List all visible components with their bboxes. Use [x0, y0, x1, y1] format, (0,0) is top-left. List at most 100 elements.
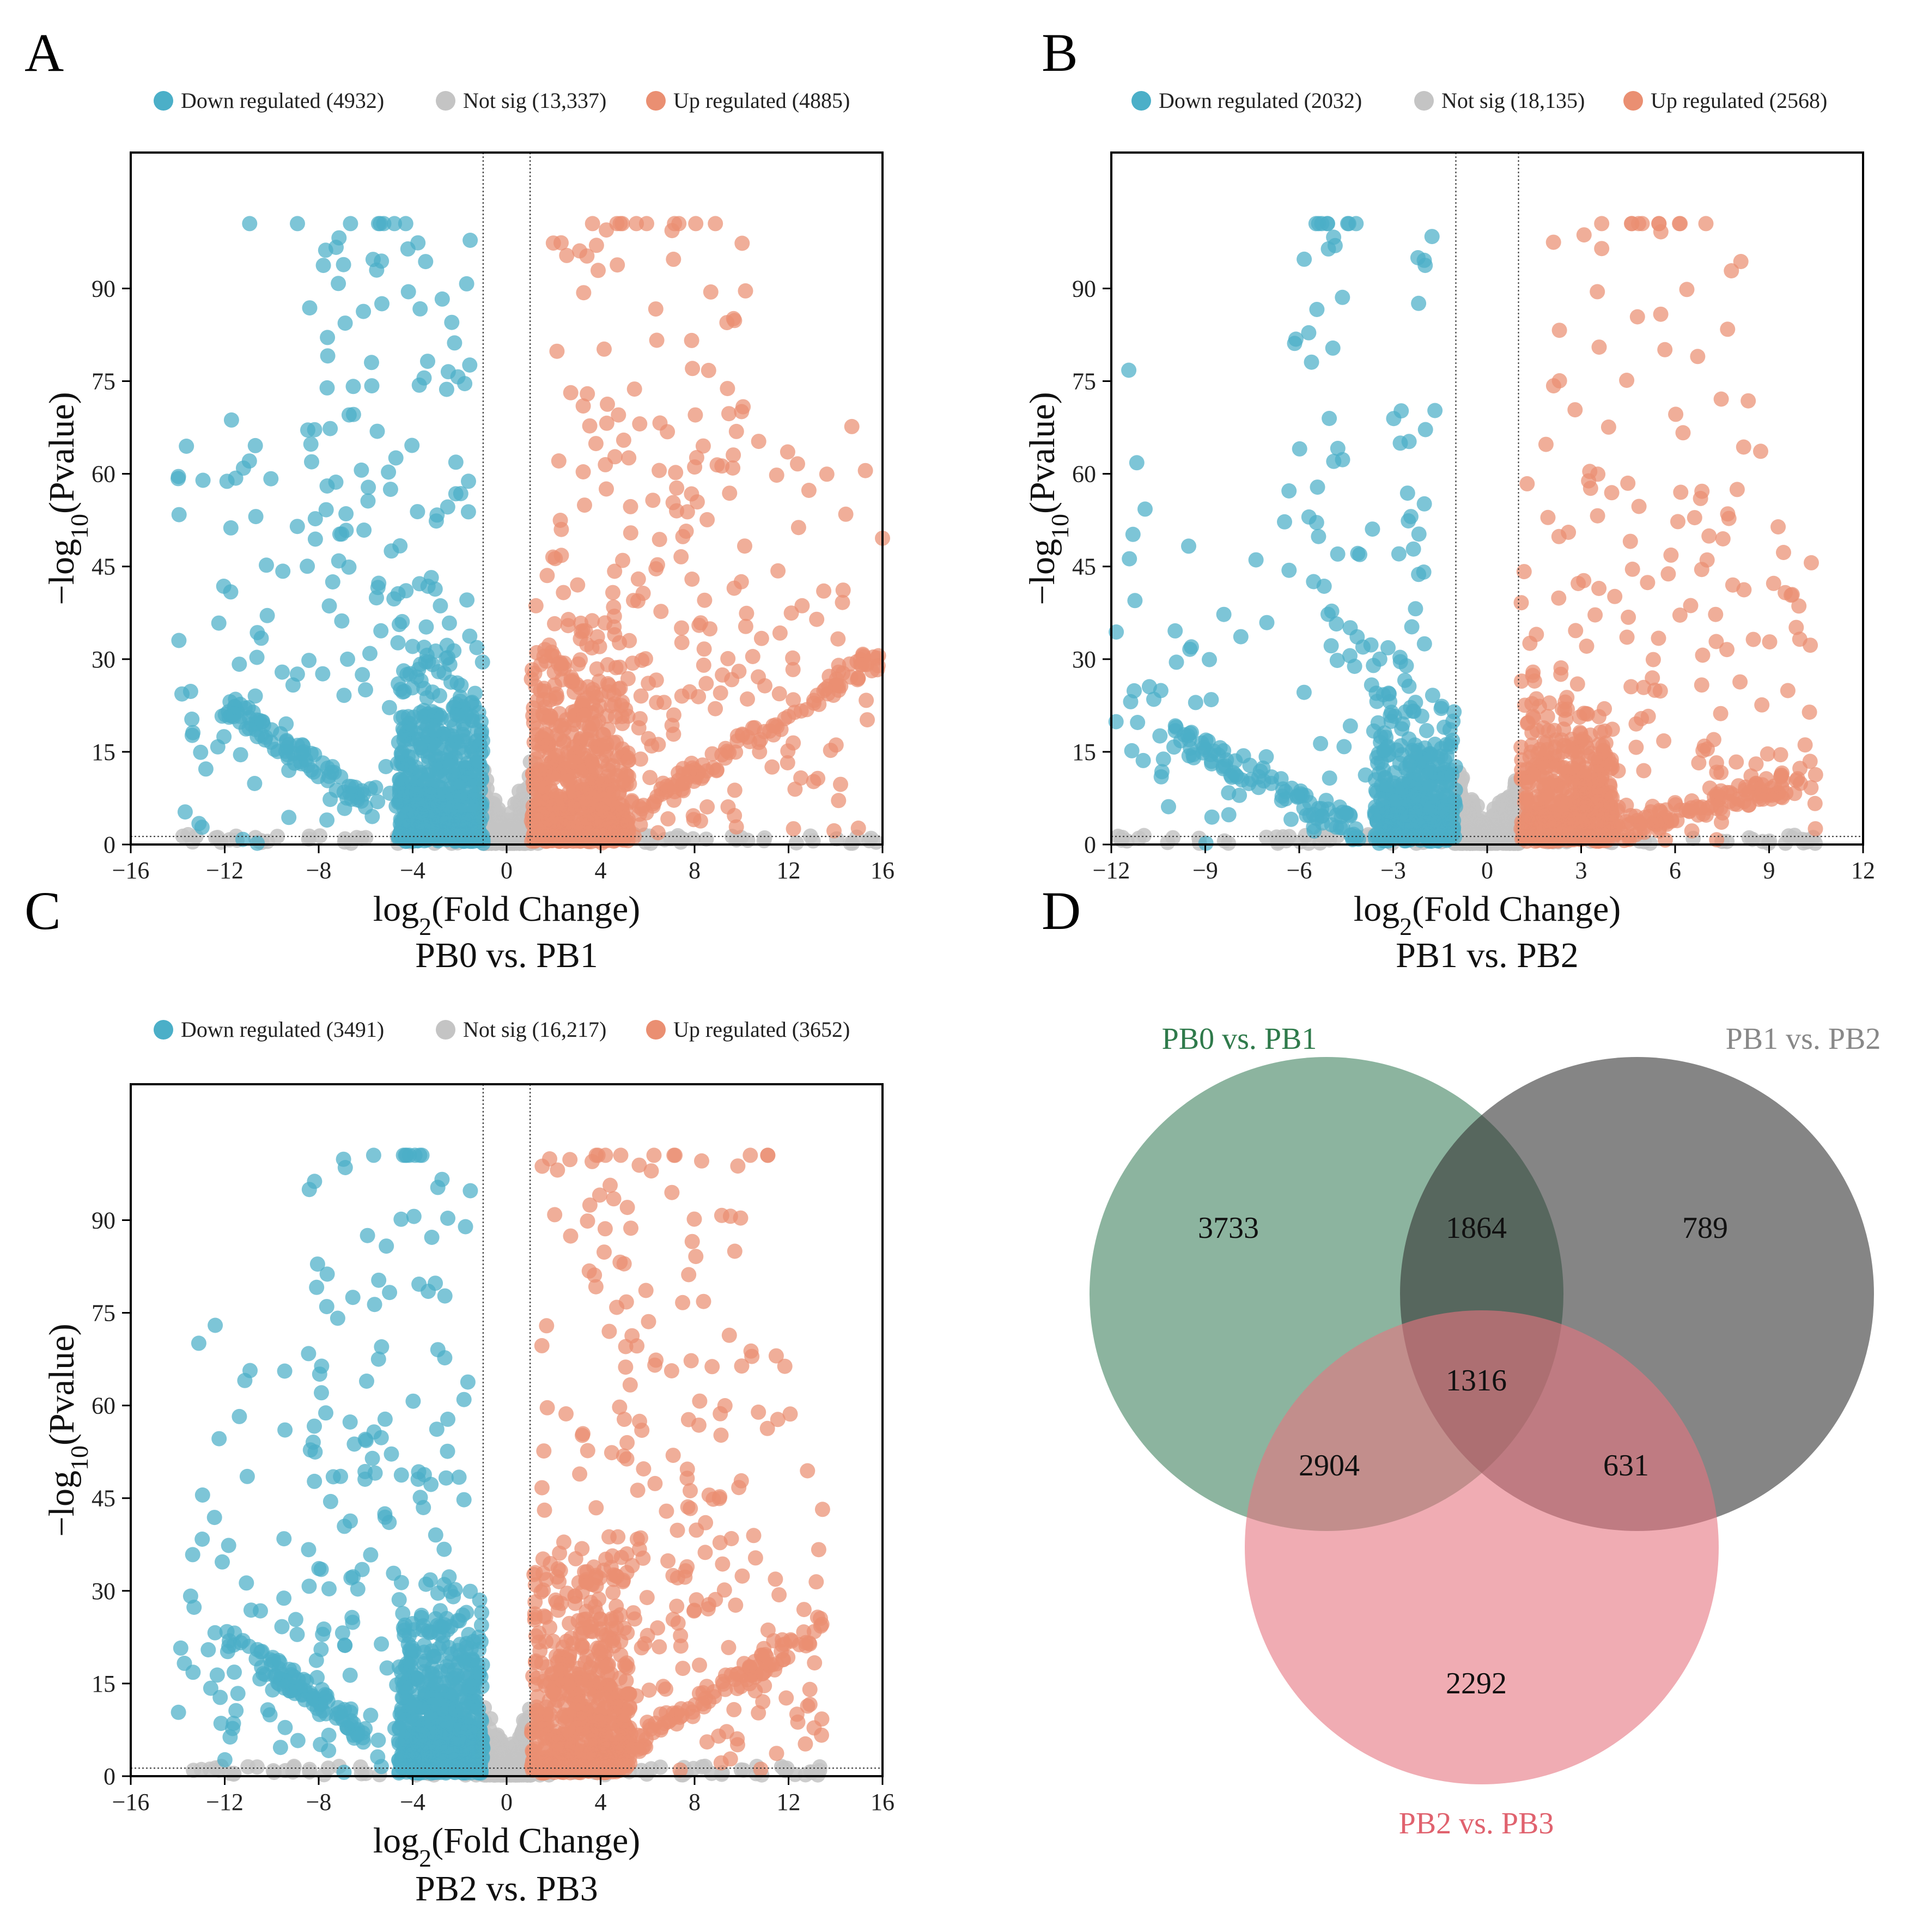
point-down-a: [354, 462, 369, 478]
point-up-b: [1736, 439, 1751, 455]
point-notsig-a: [844, 835, 860, 851]
point-up-a: [526, 715, 541, 731]
point-notsig-a: [301, 828, 317, 844]
point-up-a: [653, 604, 669, 619]
point-up-a: [673, 549, 689, 564]
point-down-a: [275, 563, 291, 579]
point-down-a: [420, 354, 435, 369]
point-down-a: [466, 792, 482, 807]
point-up-b: [1673, 484, 1689, 500]
point-up-b: [1645, 670, 1660, 686]
point-up-b: [1544, 795, 1560, 811]
point-up-a: [667, 216, 683, 232]
point-up-a: [577, 497, 592, 513]
point-up-a: [691, 689, 707, 704]
point-down-c: [203, 1680, 218, 1696]
point-down-b: [1311, 528, 1326, 544]
legend-label-notsig-c: Not sig (16,217): [463, 1017, 606, 1042]
point-up-a: [860, 712, 875, 728]
point-up-a: [588, 238, 604, 253]
point-up-a: [632, 416, 648, 432]
point-up-a: [560, 618, 576, 634]
point-up-a: [826, 823, 842, 839]
point-up-a: [563, 385, 579, 400]
point-down-b: [1425, 688, 1440, 703]
point-up-a: [738, 618, 753, 634]
point-up-a: [739, 605, 754, 621]
point-up-b: [1602, 785, 1618, 800]
point-down-c: [213, 1716, 229, 1731]
point-down-a: [275, 664, 290, 680]
point-down-b: [1277, 783, 1293, 799]
point-down-b: [1411, 815, 1427, 830]
point-up-a: [576, 285, 592, 301]
point-up-b: [1683, 598, 1699, 613]
point-down-b: [1308, 216, 1324, 232]
point-up-a: [552, 513, 568, 528]
point-up-b: [1766, 575, 1781, 591]
point-up-a: [611, 786, 627, 801]
point-up-b: [1572, 709, 1587, 725]
point-up-b: [1590, 466, 1606, 482]
y-tick-label-b: 90: [1072, 275, 1096, 302]
point-notsig-c: [686, 1760, 701, 1776]
point-up-a: [726, 447, 741, 463]
point-down-a: [459, 276, 474, 291]
point-down-b: [1204, 809, 1220, 825]
point-up-b: [1694, 677, 1709, 693]
point-up-b: [1762, 634, 1778, 650]
point-up-b: [1684, 823, 1700, 839]
point-down-b: [1137, 501, 1153, 517]
point-down-b: [1408, 695, 1423, 710]
point-up-a: [787, 781, 803, 797]
y-tick-label-a: 75: [92, 368, 115, 395]
point-notsig-a: [685, 831, 701, 847]
y-tick-label-b: 30: [1072, 646, 1096, 673]
point-up-a: [785, 650, 801, 666]
point-down-a: [301, 653, 317, 669]
point-down-a: [459, 592, 475, 608]
point-down-a: [390, 635, 406, 651]
point-up-b: [1657, 342, 1673, 357]
point-down-c: [318, 1405, 333, 1421]
x-tick-label-b: 3: [1575, 857, 1587, 884]
point-up-a: [704, 746, 720, 762]
point-notsig-a: [494, 830, 510, 846]
point-down-a: [374, 296, 390, 312]
legend-dot-down-b: [1131, 91, 1151, 111]
point-up-a: [747, 720, 763, 736]
point-up-b: [1619, 373, 1635, 388]
point-down-c: [230, 1686, 246, 1702]
point-up-b: [1724, 263, 1739, 278]
point-up-b: [1551, 373, 1567, 388]
point-down-a: [439, 381, 454, 397]
point-down-a: [461, 770, 477, 786]
point-up-a: [790, 456, 805, 472]
point-down-a: [404, 438, 420, 453]
point-up-a: [857, 463, 873, 478]
point-down-a: [306, 764, 321, 780]
point-down-b: [1218, 758, 1233, 774]
point-up-a: [693, 813, 708, 829]
point-down-a: [369, 262, 385, 278]
point-down-a: [242, 216, 258, 232]
point-down-a: [240, 700, 256, 715]
point-down-b: [1166, 739, 1182, 755]
point-notsig-a: [756, 833, 772, 848]
point-down-b: [1411, 526, 1427, 542]
point-up-a: [576, 707, 592, 723]
point-up-b: [1770, 519, 1786, 534]
point-down-a: [339, 790, 355, 806]
point-up-b: [1591, 709, 1606, 725]
point-up-a: [600, 396, 615, 412]
point-up-b: [1579, 639, 1595, 654]
point-down-b: [1443, 739, 1458, 755]
panel-letter-c: C: [25, 880, 61, 941]
point-up-a: [553, 235, 569, 251]
point-up-a: [764, 759, 780, 775]
point-up-a: [585, 682, 601, 697]
point-down-a: [440, 759, 455, 775]
y-tick-label-b: 60: [1072, 461, 1096, 488]
point-up-b: [1513, 739, 1529, 755]
